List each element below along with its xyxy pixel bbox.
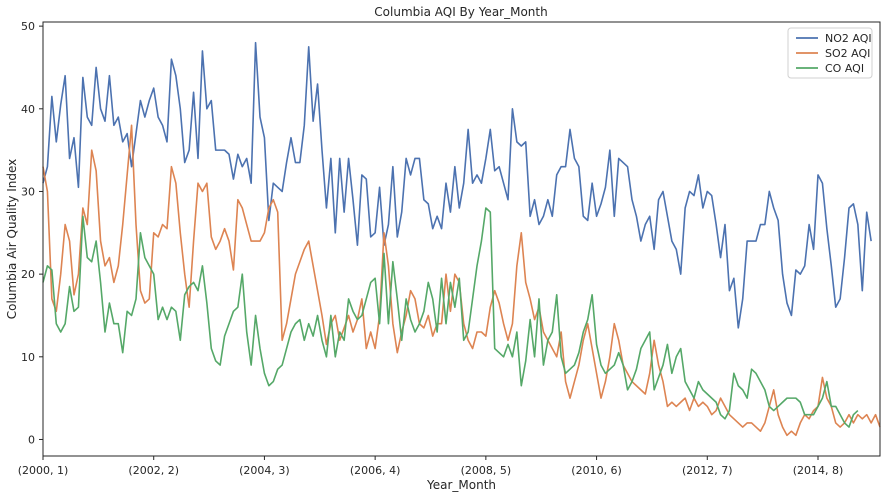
legend: NO2 AQI SO2 AQI CO AQI [787,27,873,79]
x-tick-label: (2012, 7) [682,464,733,477]
series-line-3 [42,207,859,428]
series-layer [42,41,881,437]
legend-box [787,27,873,79]
x-tick-label: (2004, 3) [239,464,290,477]
x-tick-label: (2006, 4) [350,464,401,477]
x-tick-label: (2008, 5) [461,464,512,477]
legend-label: NO2 AQI [825,32,872,45]
x-tick-label: (2002, 2) [128,464,179,477]
y-axis-ticks: 0 10 20 30 40 50 [21,20,43,446]
y-tick-label: 10 [21,351,35,364]
y-tick-label: 20 [21,268,35,281]
series-line-1 [42,41,872,329]
x-axis-title: Year_Month [426,478,496,492]
y-tick-label: 50 [21,20,35,33]
x-tick-label: (2000, 1) [18,464,69,477]
y-tick-label: 30 [21,185,35,198]
y-axis-title: Columbia Air Quality Index [5,159,19,320]
x-tick-label: (2014, 8) [793,464,844,477]
plot-frame [42,21,881,457]
legend-label: CO AQI [825,62,864,75]
x-tick-label: (2010, 6) [571,464,622,477]
chart-title: Columbia AQI By Year_Month [374,5,547,19]
y-tick-label: 40 [21,103,35,116]
y-tick-label: 0 [28,433,35,446]
x-axis-ticks: (2000, 1) (2002, 2) (2004, 3) (2006, 4) (200… [18,456,844,477]
legend-label: SO2 AQI [825,47,870,60]
